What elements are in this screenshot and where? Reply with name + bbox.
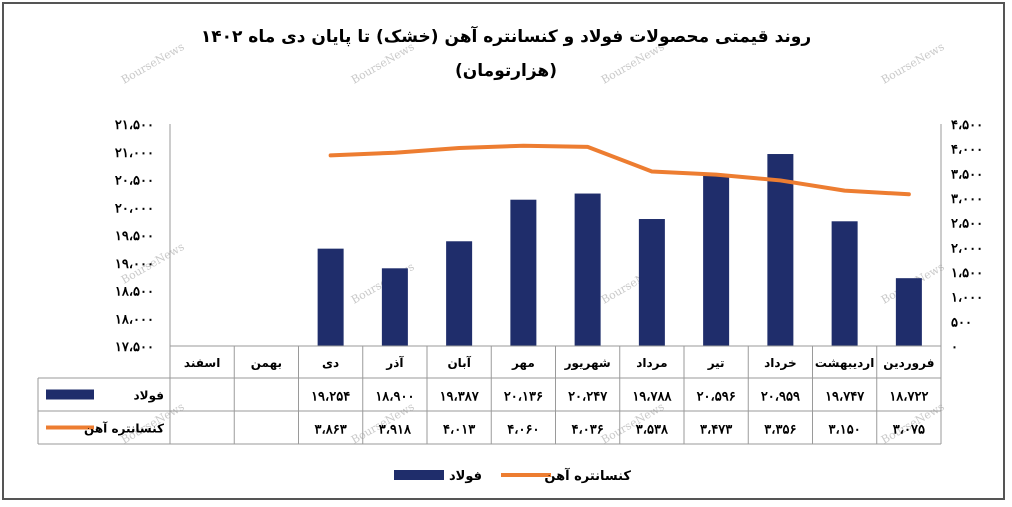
chart-frame: BourseNews BourseNews BourseNews BourseNews… — [2, 2, 1005, 500]
table-cell: ۲۰،۱۳۶ — [504, 390, 543, 405]
right-tick-label: ۳،۰۰۰ — [951, 192, 983, 207]
bar — [767, 154, 794, 346]
table-cell: ۳،۸۶۳ — [315, 423, 347, 438]
left-tick-label: ۱۷،۵۰۰ — [115, 340, 154, 355]
bar — [638, 219, 665, 346]
table-cell: ۱۸،۹۰۰ — [375, 390, 414, 405]
legend: فولاد کنسانتره آهن — [394, 467, 631, 484]
row-label: فولاد — [134, 389, 164, 404]
line-path — [328, 143, 911, 197]
bar — [703, 174, 730, 346]
category-label: مهر — [511, 356, 535, 370]
table-cell: ۲۰،۵۹۶ — [697, 390, 736, 405]
category-label: اردیبهشت — [815, 356, 874, 370]
category-label: بهمن — [251, 356, 282, 370]
bar — [317, 248, 344, 346]
right-tick-label: ۱،۰۰۰ — [951, 291, 983, 306]
chart-title: روند قیمتی محصولات فولاد و کنسانتره آهن … — [201, 25, 811, 47]
left-tick-label: ۱۸،۰۰۰ — [115, 312, 154, 327]
bar-series — [317, 154, 922, 346]
table-cell: ۳،۹۱۸ — [379, 423, 412, 438]
bar — [831, 221, 858, 346]
left-tick-label: ۲۰،۰۰۰ — [115, 201, 154, 216]
right-tick-label: ۵۰۰ — [951, 315, 972, 330]
table-cell: ۳،۰۷۵ — [893, 423, 925, 438]
table-cell: ۴،۰۳۶ — [572, 423, 604, 438]
right-tick-label: ۱،۵۰۰ — [951, 266, 983, 281]
left-axis: ۲۱،۵۰۰ ۲۱،۰۰۰ ۲۰،۵۰۰ ۲۰،۰۰۰ ۱۹،۵۰۰ ۱۹،۰۰۰ ۱۸،۵… — [115, 118, 154, 355]
right-tick-label: ۳،۵۰۰ — [951, 167, 983, 182]
table-cell: ۱۹،۲۵۴ — [311, 390, 350, 405]
left-tick-label: ۲۰،۵۰۰ — [115, 174, 154, 189]
table-cell: ۳،۴۷۳ — [700, 423, 732, 438]
bar — [381, 268, 408, 346]
left-tick-label: ۱۹،۵۰۰ — [115, 229, 154, 244]
left-tick-label: ۲۱،۵۰۰ — [115, 118, 154, 133]
legend-label: کنسانتره آهن — [544, 467, 631, 484]
category-label: خرداد — [764, 356, 797, 370]
category-label: آذر — [385, 355, 404, 370]
legend-swatch-bar — [394, 470, 444, 480]
category-label: اسفند — [184, 356, 220, 370]
category-label: دی — [322, 356, 339, 370]
table-cell: ۱۹،۷۸۸ — [632, 390, 672, 405]
category-label: تیر — [707, 356, 725, 370]
data-table: فروردین اردیبهشت خرداد تیر مرداد شهریور مهر آبا… — [37, 124, 942, 445]
table-cell: ۱۹،۳۸۷ — [440, 390, 480, 405]
chart-svg: BourseNews BourseNews BourseNews BourseNews… — [37, 25, 983, 484]
watermark-text: BourseNews — [119, 40, 187, 87]
right-tick-label: ۴،۵۰۰ — [951, 118, 983, 133]
bar — [446, 241, 473, 346]
row-key-bar — [46, 389, 94, 400]
right-tick-label: ۰ — [951, 340, 958, 355]
left-tick-label: ۱۸،۵۰۰ — [115, 285, 154, 300]
row-label: کنسانتره آهن — [84, 421, 164, 436]
left-tick-label: ۱۹،۰۰۰ — [115, 257, 154, 272]
right-axis: ۴،۵۰۰ ۴،۰۰۰ ۳،۵۰۰ ۳،۰۰۰ ۲،۵۰۰ ۲،۰۰۰ ۱،۵۰۰ ۱،۰۰۰… — [951, 118, 983, 355]
table-cell: ۴،۰۶۰ — [507, 423, 539, 438]
category-label: آبان — [447, 355, 471, 370]
table-cell: ۱۸،۷۲۲ — [889, 390, 928, 405]
bar — [895, 278, 922, 346]
table-cell: ۳،۵۳۸ — [636, 423, 669, 438]
table-cell: ۲۰،۲۴۷ — [568, 390, 608, 405]
table-cell: ۴،۰۱۳ — [443, 423, 475, 438]
bar — [510, 199, 537, 346]
right-tick-label: ۲،۵۰۰ — [951, 217, 983, 232]
left-tick-label: ۲۱،۰۰۰ — [115, 146, 154, 161]
table-cell: ۲۰،۹۵۹ — [761, 390, 800, 405]
legend-label: فولاد — [449, 469, 482, 484]
chart-subtitle: (هزارتومان) — [455, 61, 557, 81]
right-tick-label: ۲،۰۰۰ — [951, 241, 983, 256]
category-label: مرداد — [636, 356, 667, 370]
right-tick-label: ۴،۰۰۰ — [951, 143, 983, 158]
bar — [574, 193, 601, 346]
category-label: فروردین — [883, 356, 934, 371]
line-series — [328, 143, 911, 197]
table-cell: ۳،۳۵۶ — [764, 423, 796, 438]
watermark-text: BourseNews — [879, 40, 947, 87]
table-cell: ۱۹،۷۴۷ — [825, 390, 865, 405]
category-label: شهریور — [564, 356, 611, 371]
table-cell: ۳،۱۵۰ — [829, 423, 861, 438]
